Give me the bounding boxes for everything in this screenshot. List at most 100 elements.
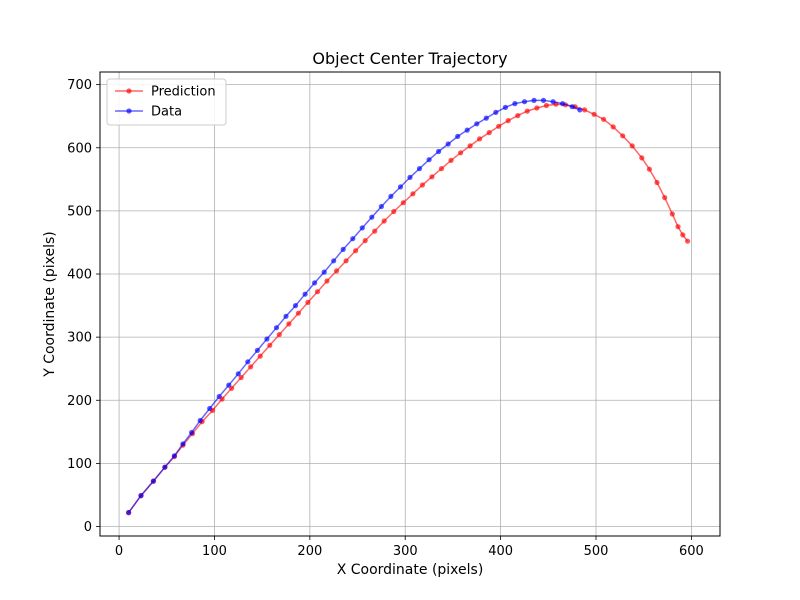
- data-point-data: [331, 258, 337, 264]
- data-point-prediction: [629, 143, 635, 149]
- data-point-prediction: [639, 155, 645, 161]
- data-point-prediction: [372, 228, 378, 234]
- legend-swatch-marker: [126, 108, 132, 114]
- data-point-prediction: [248, 364, 254, 370]
- data-point-data: [474, 121, 480, 127]
- data-point-prediction: [610, 124, 616, 130]
- data-point-prediction: [400, 200, 406, 206]
- data-point-prediction: [276, 332, 282, 338]
- data-point-data: [378, 203, 384, 210]
- data-point-prediction: [477, 136, 483, 142]
- y-tick-label: 700: [67, 78, 92, 93]
- data-point-prediction: [391, 208, 397, 215]
- data-point-prediction: [582, 107, 588, 113]
- data-point-data: [207, 405, 213, 412]
- data-point-prediction: [496, 123, 502, 129]
- data-point-prediction: [438, 166, 445, 172]
- data-point-data: [226, 382, 232, 388]
- series-data: [126, 97, 583, 516]
- data-point-prediction: [675, 224, 681, 230]
- data-point-prediction: [534, 105, 540, 111]
- legend-label: Data: [151, 105, 182, 120]
- data-point-data: [388, 193, 394, 199]
- data-point-data: [464, 127, 470, 133]
- data-point-data: [359, 225, 365, 231]
- data-point-prediction: [458, 150, 464, 156]
- data-point-data: [521, 99, 528, 105]
- y-tick-label: 600: [67, 141, 92, 156]
- data-point-data: [483, 115, 489, 121]
- plot-frame: [99, 71, 721, 537]
- data-point-data: [189, 429, 195, 436]
- data-point-prediction: [486, 130, 492, 136]
- data-point-prediction: [238, 374, 244, 381]
- data-point-data: [407, 174, 413, 180]
- data-point-prediction: [267, 342, 273, 348]
- data-point-prediction: [543, 102, 550, 109]
- data-point-data: [445, 141, 451, 147]
- data-point-prediction: [524, 108, 530, 114]
- x-tick-label: 400: [488, 544, 513, 559]
- data-point-data: [577, 107, 583, 113]
- data-point-data: [292, 303, 299, 309]
- data-point-data: [138, 493, 144, 499]
- data-point-prediction: [467, 143, 473, 149]
- data-point-prediction: [669, 211, 675, 217]
- data-point-prediction: [591, 111, 597, 117]
- data-point-data: [426, 157, 432, 163]
- chart-title: Object Center Trajectory: [312, 49, 507, 68]
- data-point-data: [531, 97, 537, 103]
- data-point-data: [171, 453, 177, 459]
- data-point-data: [216, 393, 222, 400]
- data-point-prediction: [448, 157, 454, 163]
- data-point-data: [283, 313, 289, 319]
- x-tick-label: 100: [202, 544, 227, 559]
- x-tick-label: 0: [115, 544, 123, 559]
- data-point-data: [502, 104, 508, 110]
- data-point-data: [180, 441, 186, 447]
- data-point-prediction: [286, 321, 292, 327]
- data-point-data: [416, 166, 423, 172]
- data-point-data: [436, 148, 442, 155]
- data-point-prediction: [419, 182, 425, 188]
- y-tick-label: 0: [84, 520, 92, 535]
- data-point-prediction: [601, 116, 607, 122]
- y-axis-label: Y Coordinate (pixels): [42, 231, 58, 378]
- data-point-data: [569, 104, 575, 110]
- data-point-prediction: [362, 238, 368, 244]
- data-point-data: [540, 97, 547, 103]
- data-point-data: [512, 101, 518, 107]
- data-point-prediction: [305, 299, 311, 305]
- data-point-prediction: [646, 166, 653, 172]
- y-tick-label: 300: [67, 331, 92, 346]
- data-point-data: [493, 109, 499, 115]
- data-point-prediction: [685, 238, 691, 244]
- data-point-prediction: [381, 218, 387, 224]
- data-point-data: [350, 236, 356, 242]
- data-point-data: [126, 509, 132, 516]
- data-point-data: [235, 371, 241, 377]
- data-point-data: [150, 478, 156, 484]
- data-point-data: [245, 359, 251, 365]
- data-point-data: [560, 101, 566, 107]
- series-layer: [126, 97, 691, 516]
- data-point-data: [369, 214, 375, 220]
- ticks: 0 100 200 300 400 500 600 0 100 200 300 400 500 600 70…: [67, 78, 704, 559]
- y-tick-label: 200: [67, 394, 92, 409]
- data-point-data: [273, 325, 280, 331]
- data-point-prediction: [654, 179, 660, 186]
- x-axis-label: X Coordinate (pixels): [337, 562, 484, 578]
- grid: [100, 72, 720, 536]
- data-point-data: [264, 336, 270, 342]
- data-point-data: [162, 464, 168, 470]
- data-point-prediction: [505, 118, 511, 124]
- y-tick-label: 400: [67, 268, 92, 283]
- data-point-prediction: [429, 174, 435, 180]
- data-point-data: [302, 291, 308, 297]
- data-point-prediction: [324, 278, 330, 284]
- data-point-data: [254, 347, 260, 353]
- data-point-data: [312, 280, 318, 286]
- x-tick-label: 300: [393, 544, 418, 559]
- data-point-prediction: [410, 191, 416, 197]
